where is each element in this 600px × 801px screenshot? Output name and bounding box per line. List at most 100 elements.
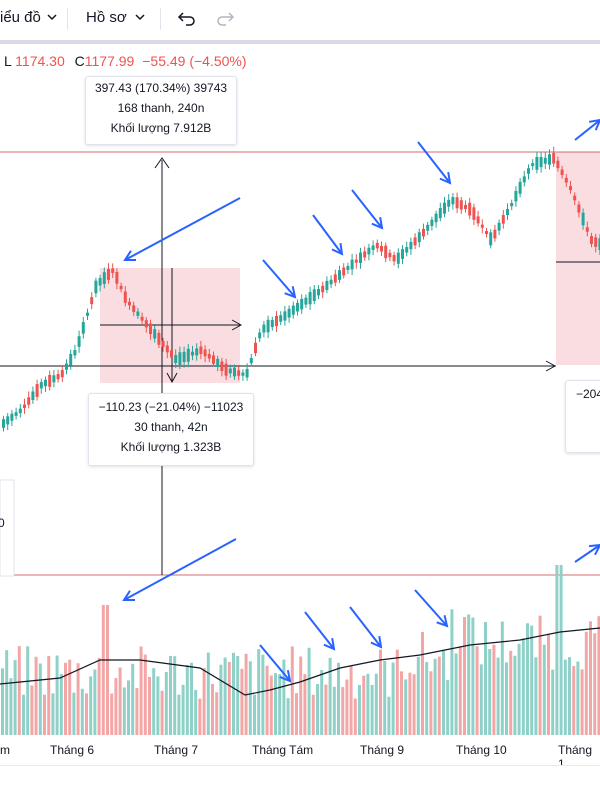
candle-body [594,237,598,247]
volume-bar [139,646,143,735]
annotation-arrow [304,611,335,650]
volume-bar [135,688,139,735]
volume-bar [404,679,408,735]
volume-bar [597,616,600,735]
candle-body [485,230,488,235]
candle-body [283,311,287,321]
volume-bar [555,565,559,735]
volume-bar [169,655,172,735]
annotation-arrow [574,544,600,563]
volume-bar [274,673,277,735]
volume-bar [253,694,256,735]
volume-bar [572,666,576,735]
volume-bar [496,657,500,735]
volume-bar [379,649,382,735]
candle-body [149,323,152,334]
volume-bar [97,658,101,735]
candle-body [31,391,35,401]
candle-body [233,367,236,377]
candle-body [220,361,224,372]
chart-type-menu[interactable]: iểu đồ [0,9,57,26]
candle-body [27,397,31,405]
volume-bar [110,693,114,735]
annotation-arrow [349,606,382,648]
candle-body [493,229,497,239]
candle-body [392,255,396,262]
volume-bar [76,663,80,735]
candle-body [333,274,337,283]
candle-body [14,412,18,416]
undo-icon[interactable] [176,10,196,28]
toolbar-bottom-border [0,40,600,44]
volume-bar [387,696,391,735]
volume-bar [59,674,63,735]
volume-bar [181,684,185,735]
volume-bar [118,667,122,735]
arrow-head [371,216,384,230]
volume-bar [269,675,273,735]
arrow-head [588,118,600,131]
volume-bar [324,684,328,735]
candle-body [405,247,409,253]
candle-body [296,302,299,312]
volume-bar [9,678,13,735]
candle-body [380,245,383,252]
candle-body [422,228,425,237]
redo-icon[interactable] [216,10,236,28]
volume-bar [1,668,4,735]
volume-bar [34,656,38,735]
volume-bar [341,687,345,735]
candle-body [10,413,14,421]
candle-body [489,232,493,246]
candle-body [123,291,127,303]
candle-body [115,271,119,284]
volume-bar [248,661,252,735]
volume-bar [311,694,315,735]
candle-body [321,285,325,293]
candle-body [195,348,199,356]
candle-body [128,301,131,306]
candle-body [464,205,467,209]
candle-body [417,232,421,243]
candle-body [2,419,5,428]
annotation-arrow [574,119,600,141]
volume-bar [286,698,290,735]
volume-bar [488,648,492,735]
profile-menu[interactable]: Hồ sơ [86,9,145,26]
candle-body [23,404,26,409]
candle-body [48,374,52,387]
volume-bar [85,693,88,735]
candle-body [438,208,442,219]
volume-bar [395,649,399,735]
candle-body [480,224,484,228]
volume-bar [492,644,496,735]
volume-bar [471,617,475,735]
candle-body [39,382,43,389]
candle-body [447,199,451,207]
volume-bar [563,659,567,735]
candle-body [157,332,161,345]
chevron-down-icon [47,9,57,26]
arrow-head [439,171,452,185]
volume-bar [156,676,160,735]
arrow-head [436,615,449,628]
volume-bar [93,669,97,735]
candle-body [249,357,253,364]
candle-body [539,157,543,168]
volume-bar [152,668,156,735]
volume-bar [240,668,244,735]
candle-body [564,177,568,183]
volume-bar [68,659,72,735]
candle-body [69,353,73,366]
x-axis-label: Tháng Tám [252,743,314,757]
volume-bar [282,659,286,735]
candle-body [552,152,556,164]
volume-bar [164,671,168,735]
candle-body [270,319,274,328]
volume-bar [400,671,403,735]
x-axis-label: Tháng 10 [456,743,507,757]
x-axis-label: m [0,743,10,757]
volume-bar [484,622,487,735]
volume-bar [236,656,240,735]
